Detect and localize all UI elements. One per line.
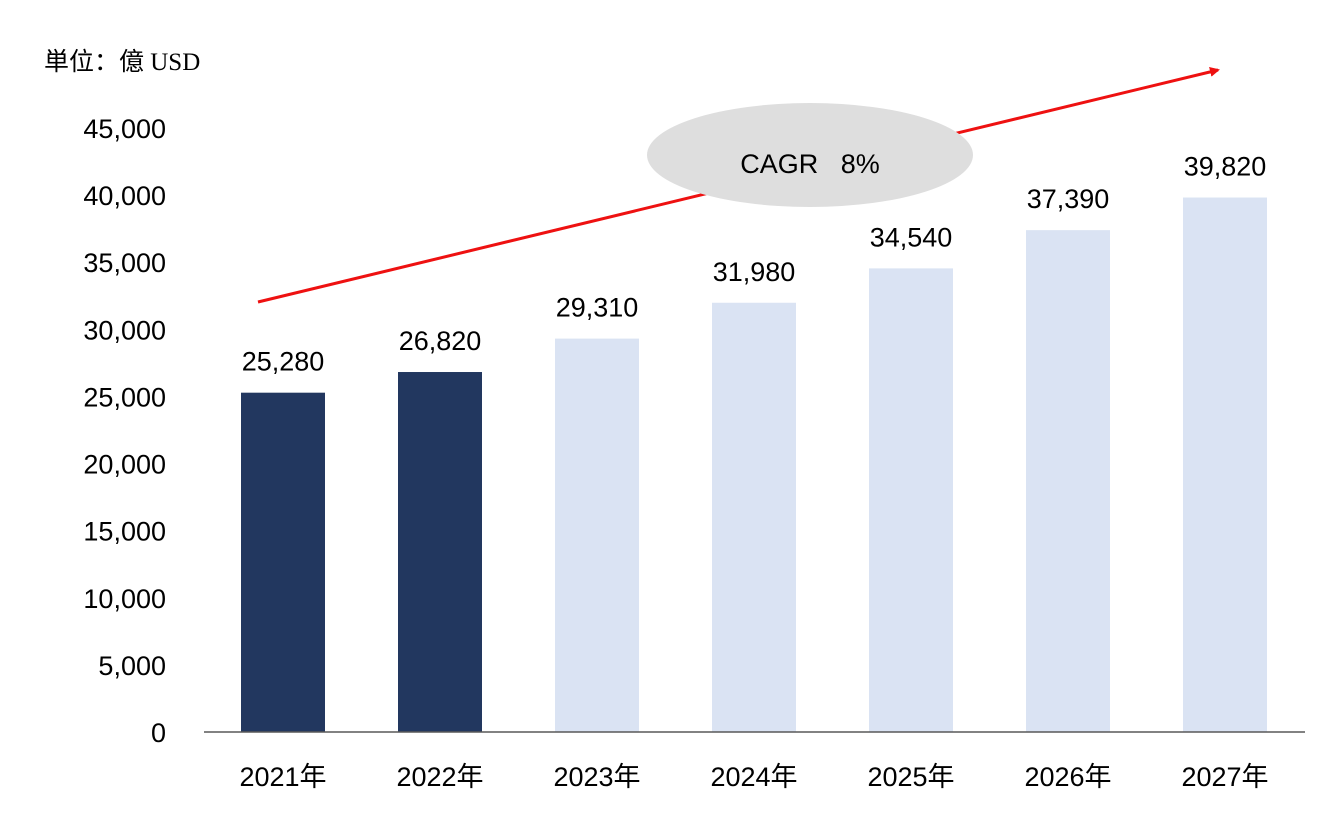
bars bbox=[241, 197, 1267, 733]
cagr-ellipse bbox=[647, 103, 973, 207]
y-tick-label: 10,000 bbox=[83, 584, 166, 614]
y-tick-label: 20,000 bbox=[83, 450, 166, 480]
bar-2021 bbox=[241, 392, 325, 732]
bar-value-label: 37,390 bbox=[1027, 184, 1110, 214]
y-tick-label: 0 bbox=[151, 718, 166, 748]
bar-2025 bbox=[869, 268, 953, 732]
x-axis: 2021年 2022年 2023年 2024年 2025年 2026年 2027年 bbox=[239, 762, 1268, 792]
x-tick-label: 2027年 bbox=[1181, 762, 1268, 792]
x-tick-label: 2025年 bbox=[867, 762, 954, 792]
bar-2026 bbox=[1026, 230, 1110, 732]
bar-value-label: 31,980 bbox=[713, 257, 796, 287]
x-tick-label: 2021年 bbox=[239, 762, 326, 792]
bar-value-label: 26,820 bbox=[399, 326, 482, 356]
y-tick-label: 35,000 bbox=[83, 248, 166, 278]
bar-value-label: 29,310 bbox=[556, 293, 639, 323]
y-tick-label: 30,000 bbox=[83, 315, 166, 345]
x-tick-label: 2022年 bbox=[396, 762, 483, 792]
bar-2024 bbox=[712, 302, 796, 732]
y-tick-label: 25,000 bbox=[83, 382, 166, 412]
y-tick-label: 5,000 bbox=[98, 651, 166, 681]
x-tick-label: 2026年 bbox=[1024, 762, 1111, 792]
y-axis: 0 5,000 10,000 15,000 20,000 25,000 30,000 35,0… bbox=[83, 114, 166, 748]
value-labels: 25,280 26,820 29,310 31,980 34,540 37,390 39,8… bbox=[242, 152, 1267, 377]
bar-value-label: 25,280 bbox=[242, 347, 325, 377]
x-tick-label: 2023年 bbox=[553, 762, 640, 792]
cagr-label: CAGR 8% bbox=[740, 149, 880, 179]
bar-value-label: 34,540 bbox=[870, 222, 953, 252]
bar-2027 bbox=[1183, 197, 1267, 733]
y-tick-label: 45,000 bbox=[83, 114, 166, 144]
bar-2023 bbox=[555, 338, 639, 732]
x-tick-label: 2024年 bbox=[710, 762, 797, 792]
bar-value-label: 39,820 bbox=[1184, 152, 1267, 182]
y-tick-label: 15,000 bbox=[83, 517, 166, 547]
y-tick-label: 40,000 bbox=[83, 181, 166, 211]
unit-label: 単位：億 USD bbox=[44, 48, 200, 76]
bar-2022 bbox=[398, 372, 482, 732]
